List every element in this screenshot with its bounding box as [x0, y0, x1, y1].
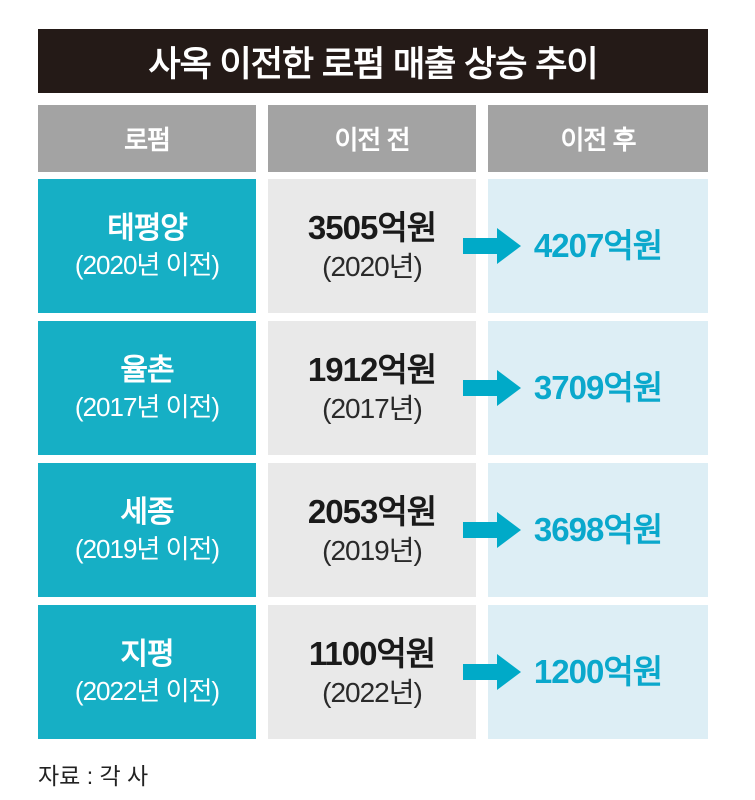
firm-relocation-note: (2020년 이전) — [74, 249, 220, 280]
after-revenue-cell: 3709억원 — [488, 321, 708, 455]
title-bar: 사옥 이전한 로펌 매출 상승 추이 — [38, 29, 708, 93]
revenue-table: 로펌 이전 전 이전 후 태평양 (2020년 이전) 3505억원 (2020… — [38, 105, 708, 747]
after-revenue-cell: 1200억원 — [488, 605, 708, 739]
table-row: 지평 (2022년 이전) 1100억원 (2022년) 1200억원 — [38, 605, 708, 739]
after-revenue-cell: 3698억원 — [488, 463, 708, 597]
firm-name: 세종 — [120, 496, 174, 530]
after-revenue-value: 4207억원 — [533, 226, 663, 264]
before-revenue-year: (2019년) — [322, 535, 423, 567]
before-revenue-year: (2022년) — [322, 677, 423, 709]
after-revenue-value: 3709억원 — [533, 368, 663, 406]
right-arrow-icon — [463, 226, 521, 266]
column-header-before: 이전 전 — [268, 105, 476, 172]
before-revenue-value: 1100억원 — [308, 634, 436, 672]
table-row: 세종 (2019년 이전) 2053억원 (2019년) 3698억원 — [38, 463, 708, 597]
before-revenue-cell: 1912억원 (2017년) — [268, 321, 476, 455]
right-arrow-icon — [463, 368, 521, 408]
before-revenue-cell: 2053억원 (2019년) — [268, 463, 476, 597]
table-row: 율촌 (2017년 이전) 1912억원 (2017년) 3709억원 — [38, 321, 708, 455]
before-revenue-value: 1912억원 — [307, 350, 437, 388]
right-arrow-icon — [463, 510, 521, 550]
page-title: 사옥 이전한 로펌 매출 상승 추이 — [148, 44, 598, 84]
before-revenue-cell: 1100억원 (2022년) — [268, 605, 476, 739]
firm-cell: 지평 (2022년 이전) — [38, 605, 256, 739]
before-revenue-value: 2053억원 — [307, 492, 437, 530]
firm-cell: 율촌 (2017년 이전) — [38, 321, 256, 455]
column-header-firm: 로펌 — [38, 105, 256, 172]
firm-name: 태평양 — [107, 212, 188, 246]
table-header-row: 로펌 이전 전 이전 후 — [38, 105, 708, 172]
firm-name: 율촌 — [120, 354, 174, 388]
right-arrow-icon — [463, 652, 521, 692]
before-revenue-value: 3505억원 — [307, 208, 437, 246]
firm-cell: 태평양 (2020년 이전) — [38, 179, 256, 313]
before-revenue-year: (2017년) — [322, 393, 423, 425]
firm-cell: 세종 (2019년 이전) — [38, 463, 256, 597]
firm-relocation-note: (2017년 이전) — [74, 391, 220, 422]
column-header-after: 이전 후 — [488, 105, 708, 172]
after-revenue-value: 1200억원 — [533, 652, 663, 690]
firm-relocation-note: (2022년 이전) — [74, 675, 220, 706]
source-note: 자료 : 각 사 — [38, 763, 149, 789]
before-revenue-cell: 3505억원 (2020년) — [268, 179, 476, 313]
after-revenue-cell: 4207억원 — [488, 179, 708, 313]
table-row: 태평양 (2020년 이전) 3505억원 (2020년) 4207억원 — [38, 179, 708, 313]
after-revenue-value: 3698억원 — [533, 510, 663, 548]
firm-name: 지평 — [120, 638, 174, 672]
before-revenue-year: (2020년) — [322, 251, 423, 283]
firm-relocation-note: (2019년 이전) — [74, 533, 220, 564]
